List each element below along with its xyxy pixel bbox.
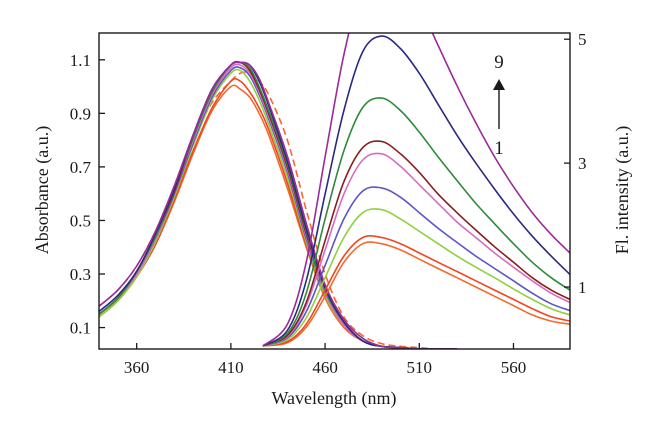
fluorescence-series-4 [262, 186, 570, 347]
x-tick-label: 560 [501, 358, 527, 377]
y-right-axis-title: Fl. intensity (a.u.) [612, 126, 633, 255]
x-axis-title: Wavelength (nm) [271, 388, 396, 409]
fluorescence-series-7 [262, 97, 570, 347]
absorbance-series-6 [99, 63, 457, 349]
absorbance-series-2 [99, 84, 457, 349]
absorbance-series-10 [99, 61, 457, 349]
y-left-axis-title: Absorbance (a.u.) [32, 126, 53, 254]
annotation-arrow-head-icon [493, 79, 505, 90]
y-left-tick-label: 0.7 [70, 158, 92, 177]
x-tick-label: 510 [407, 358, 433, 377]
y-right-tick-label: 5 [578, 30, 587, 49]
annotation-top-label: 9 [494, 52, 504, 73]
absorbance-series-7 [99, 60, 457, 349]
y-left-tick-label: 1.1 [70, 51, 91, 70]
fluorescence-series-8 [262, 35, 570, 347]
y-left-tick-label: 0.5 [70, 211, 91, 230]
annotation-bottom-label: 1 [494, 138, 504, 159]
absorbance-series-3 [99, 77, 457, 349]
absorbance-series-8 [99, 60, 457, 349]
axis-layer: 360 410 460 510 560 0.1 0.3 0.5 0.7 0.9 1.1 1 3 5 [70, 30, 587, 377]
x-tick-label: 410 [218, 358, 244, 377]
y-left-tick-label: 0.1 [70, 319, 91, 338]
y-left-tick-label: 0.9 [70, 104, 91, 123]
absorbance-series-5 [99, 66, 457, 349]
fluorescence-series-9 [262, 33, 570, 347]
fluorescence-series-3 [262, 208, 570, 347]
absorbance-series-9 [99, 61, 457, 349]
x-tick-label: 360 [124, 358, 150, 377]
x-tick-label: 460 [312, 358, 338, 377]
y-left-tick-label: 0.3 [70, 265, 91, 284]
fluorescence-series-5 [262, 152, 570, 347]
y-right-tick-label: 1 [578, 278, 587, 297]
fluorescence-series-2 [262, 235, 570, 347]
absorbance-series-1 [99, 71, 457, 349]
series-layer [99, 33, 570, 349]
fluorescence-series-6 [262, 140, 570, 347]
plot-frame [98, 32, 571, 350]
absorbance-series-4 [99, 68, 457, 349]
fluorescence-series-1 [262, 241, 570, 347]
y-right-tick-label: 3 [578, 154, 587, 173]
